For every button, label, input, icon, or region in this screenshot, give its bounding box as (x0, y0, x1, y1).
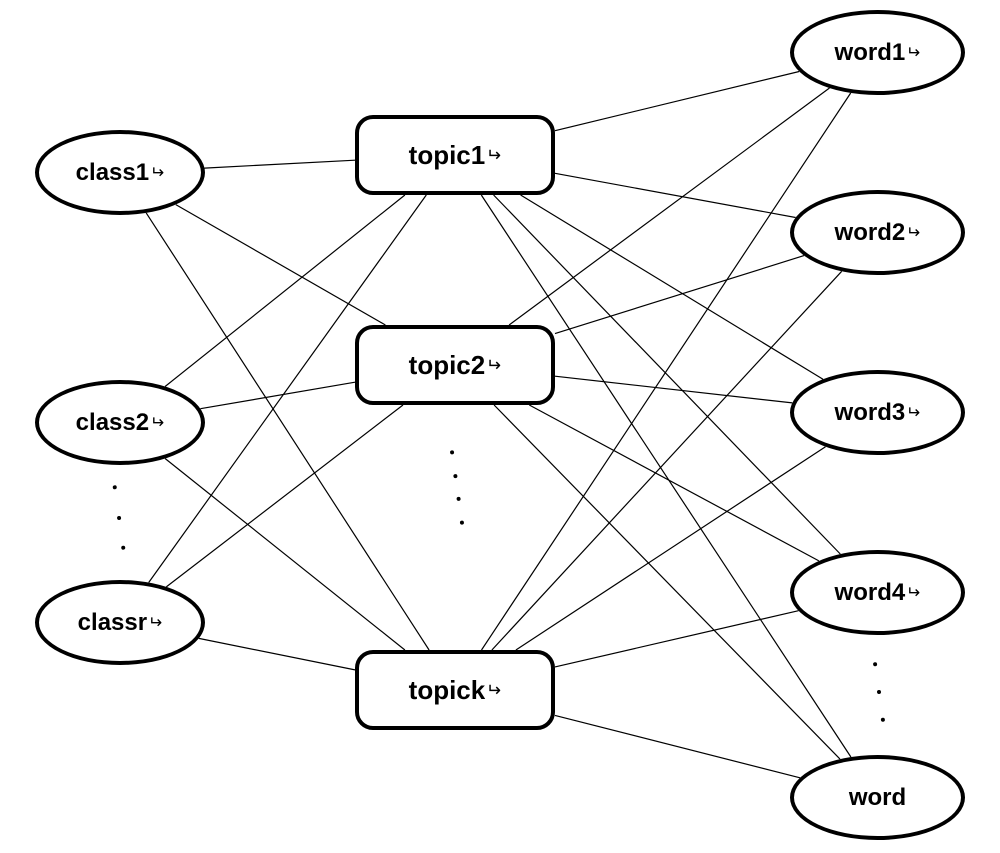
return-icon: ↵ (486, 355, 501, 376)
return-icon: ↵ (148, 613, 162, 633)
node-word4: word4↵ (790, 550, 965, 635)
edge-classr-topick (199, 638, 355, 670)
edge-topic1-word2 (555, 173, 796, 217)
return-icon: ↵ (486, 680, 501, 701)
edge-topic2-word1 (509, 88, 829, 325)
node-word: word (790, 755, 965, 840)
edge-topic1-word3 (521, 195, 823, 379)
edge-topic2-word4 (529, 405, 819, 561)
node-label: class1 (76, 159, 149, 187)
return-icon: ↵ (906, 223, 920, 243)
edge-topick-word4 (555, 611, 799, 667)
edge-topic2-word2 (555, 256, 804, 334)
node-classr: classr↵ (35, 580, 205, 665)
edge-topick-word (555, 715, 800, 777)
node-label: topic1 (409, 140, 486, 171)
return-icon: ↵ (150, 163, 164, 183)
return-icon: ↵ (906, 403, 920, 423)
edge-topic1-word1 (555, 72, 799, 131)
node-label: word (849, 784, 906, 812)
edge-class2-topic2 (200, 382, 355, 409)
node-topic2: topic2↵ (355, 325, 555, 405)
return-icon: ↵ (906, 583, 920, 603)
edge-topic2-word3 (555, 376, 792, 403)
diagram-canvas: class1↵class2↵classr↵topic1↵topic2↵topic… (0, 0, 1000, 853)
node-word2: word2↵ (790, 190, 965, 275)
node-label: word4 (835, 579, 906, 607)
node-class2: class2↵ (35, 380, 205, 465)
edge-class1-topic1 (205, 160, 356, 168)
node-label: word2 (835, 219, 906, 247)
node-word3: word3↵ (790, 370, 965, 455)
node-label: topick (409, 675, 486, 706)
node-label: classr (78, 609, 147, 637)
node-label: word3 (835, 399, 906, 427)
node-label: word1 (835, 39, 906, 67)
node-word1: word1↵ (790, 10, 965, 95)
node-label: class2 (76, 409, 149, 437)
node-class1: class1↵ (35, 130, 205, 215)
node-topic1: topic1↵ (355, 115, 555, 195)
return-icon: ↵ (486, 145, 501, 166)
edge-topick-word3 (516, 447, 826, 650)
return-icon: ↵ (906, 43, 920, 63)
node-topick: topick↵ (355, 650, 555, 730)
return-icon: ↵ (150, 413, 164, 433)
node-label: topic2 (409, 350, 486, 381)
